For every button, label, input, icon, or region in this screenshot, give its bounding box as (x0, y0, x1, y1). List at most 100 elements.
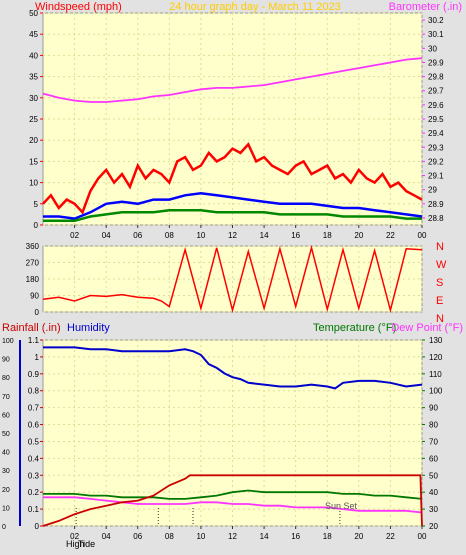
barometer-tick-label: 29.4 (428, 129, 444, 138)
x-tick-label: 06 (133, 231, 142, 240)
barometer-tick-label: 28.9 (428, 200, 444, 209)
humidity-tick-label: 100 (2, 338, 14, 345)
barometer-axis-label: Barometer (.in) (389, 1, 462, 13)
dewpoint-line (43, 496, 423, 514)
rain-tick-label: 0.1 (28, 505, 40, 514)
wind-series-line (43, 191, 423, 220)
compass-letter: S (436, 277, 443, 289)
x-tick-label: 08 (165, 532, 174, 541)
rainfall-line (42, 474, 423, 527)
humidity-tick-label: 30 (2, 468, 10, 475)
x-tick-label: 14 (260, 532, 269, 541)
x-tick-label: 12 (228, 231, 237, 240)
rain-tick-label: 1 (35, 353, 40, 362)
windspeed-tick-label: 5 (34, 200, 39, 209)
barometer-tick-label: 30.2 (428, 16, 444, 25)
windspeed-tick-label: 0 (34, 221, 39, 230)
x-tick-label: 18 (323, 532, 332, 541)
rain-tick-label: 0.7 (28, 404, 40, 413)
humidity-tick-label: 50 (2, 431, 10, 438)
x-tick-label: 20 (354, 231, 363, 240)
barometer-tick-label: 29.9 (428, 58, 444, 67)
x-tick-label: 04 (102, 532, 111, 541)
barometer-tick-label: 29.8 (428, 73, 444, 82)
humidity-line (43, 346, 423, 390)
humidity-tick-label: 40 (2, 450, 10, 457)
x-tick-label: 12 (228, 532, 237, 541)
x-tick-label: 02 (70, 231, 79, 240)
windspeed-tick-label: 30 (29, 94, 38, 103)
compass-letter: W (436, 259, 447, 271)
direction-tick-label: 360 (26, 242, 40, 251)
barometer-tick-label: 29.3 (428, 143, 444, 152)
barometer-tick-label: 29.5 (428, 115, 444, 124)
rain-tick-label: 0.6 (28, 421, 40, 430)
windspeed-tick-label: 40 (29, 51, 38, 60)
wind-series-line (43, 208, 422, 223)
x-tick-label: 10 (196, 532, 205, 541)
temperature-tick-label: 50 (429, 471, 438, 480)
windspeed-tick-label: 10 (29, 179, 38, 188)
rain-tick-label: 0.3 (28, 471, 40, 480)
rain-tick-label: 0.2 (28, 488, 40, 497)
barometer-tick-label: 30.1 (428, 30, 444, 39)
high-annotation: High (66, 539, 85, 549)
humidity-tick-label: 70 (2, 394, 10, 401)
temperature-tick-label: 110 (429, 370, 442, 379)
rain-tick-label: 0.5 (28, 437, 40, 446)
wind-direction-line (42, 244, 423, 314)
temperature-tick-label: 70 (429, 437, 438, 446)
dewpoint-axis-label: Dew Point (°F) (391, 322, 463, 334)
x-tick-label: 06 (133, 532, 142, 541)
barometer-tick-label: 29.1 (428, 172, 444, 181)
direction-tick-label: 270 (26, 259, 40, 268)
humidity-axis-label: Humidity (67, 322, 110, 334)
temperature-tick-label: 30 (429, 505, 438, 514)
temperature-tick-label: 20 (429, 522, 438, 531)
barometer-tick-label: 29.2 (428, 157, 444, 166)
barometer-tick-label: 29.7 (428, 87, 444, 96)
temperature-line (43, 489, 423, 500)
x-tick-label: 02 (70, 532, 79, 541)
temperature-tick-label: 80 (429, 421, 438, 430)
temperature-axis-label: Temperature (°F) (313, 322, 396, 334)
compass-letter: E (436, 295, 443, 307)
temperature-tick-label: 40 (429, 488, 438, 497)
windspeed-tick-label: 45 (29, 30, 38, 39)
x-tick-label: 16 (291, 231, 300, 240)
x-tick-label: 22 (386, 532, 395, 541)
x-tick-label: 08 (165, 231, 174, 240)
barometer-tick-label: 29.6 (428, 101, 444, 110)
rain-tick-label: 0 (35, 522, 40, 531)
humidity-tick-label: 90 (2, 357, 10, 364)
direction-tick-label: 180 (26, 275, 40, 284)
humidity-tick-label: 20 (2, 487, 10, 494)
humidity-tick-label: 0 (2, 524, 6, 531)
windspeed-tick-label: 15 (29, 157, 38, 166)
tide-annotation: Tide (78, 539, 95, 549)
windspeed-axis-label: Windspeed (mph) (35, 1, 122, 13)
humidity-tick-label: 10 (2, 505, 10, 512)
rain-tick-label: 1.1 (28, 336, 40, 345)
barometer-tick-label: 28.8 (428, 214, 444, 223)
wind-series-line (42, 142, 423, 215)
x-tick-label: 18 (323, 231, 332, 240)
x-tick-label: 00 (418, 231, 427, 240)
compass-letter: N (436, 313, 444, 325)
temperature-tick-label: 60 (429, 454, 438, 463)
x-tick-label: 16 (291, 532, 300, 541)
rain-tick-label: 0.4 (28, 454, 40, 463)
rain-humidity-temperature-panel: 0 10 20 30 40 50 60 70 80 90 100 0 0.1 0.2 0.3 0.4 0.5 0.… (2, 322, 463, 549)
barometer-series-line (42, 57, 423, 103)
rain-tick-label: 0.9 (28, 370, 40, 379)
x-tick-label: 14 (260, 231, 269, 240)
chart-title: 24 hour graph day - March 11 2023 (169, 1, 341, 13)
x-tick-label: 22 (386, 231, 395, 240)
windspeed-tick-label: 20 (29, 136, 38, 145)
sunset-annotation: Sun Set (325, 501, 358, 511)
humidity-tick-label: 60 (2, 412, 10, 419)
temperature-tick-label: 90 (429, 404, 438, 413)
temperature-tick-label: 100 (429, 387, 443, 396)
